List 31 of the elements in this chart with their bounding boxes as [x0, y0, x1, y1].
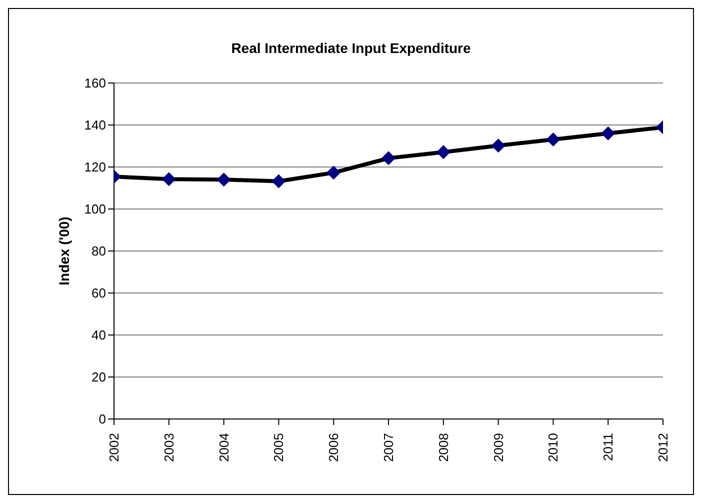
point [546, 132, 560, 146]
y-axis-title: Index ('00) [56, 216, 72, 286]
y-tick-label: 120 [84, 160, 106, 175]
x-tick-label: 2011 [600, 433, 616, 461]
point [272, 174, 286, 188]
y-tick-label: 140 [84, 118, 106, 133]
x-tick-label: 2006 [326, 433, 342, 462]
x-tick-label: 2004 [216, 433, 232, 462]
y-tick-label: 160 [84, 76, 106, 91]
point [382, 151, 396, 166]
y-tick-label: 60 [92, 286, 106, 301]
y-tick-label: 100 [84, 202, 106, 217]
x-tick-label: 2010 [546, 433, 561, 462]
x-tick-label: 2012 [656, 433, 670, 462]
y-tick-label: 20 [92, 370, 106, 385]
chart-title: Real Intermediate Input Expenditure [230, 40, 472, 56]
x-tick-label: 2008 [436, 433, 451, 462]
x-tick-label: 2003 [161, 433, 176, 462]
point [162, 172, 176, 186]
point [326, 166, 341, 180]
x-tick-label: 2009 [490, 433, 506, 462]
point [491, 138, 506, 153]
point [216, 172, 231, 187]
point [601, 126, 616, 140]
point [436, 145, 450, 160]
x-tick-label: 2005 [271, 433, 286, 462]
y-tick-label: 40 [92, 328, 106, 343]
x-tick-label: 2002 [106, 433, 122, 462]
x-tick-label: 2007 [381, 433, 396, 462]
y-tick-label: 80 [92, 244, 106, 259]
y-tick-label: 0 [98, 412, 106, 427]
